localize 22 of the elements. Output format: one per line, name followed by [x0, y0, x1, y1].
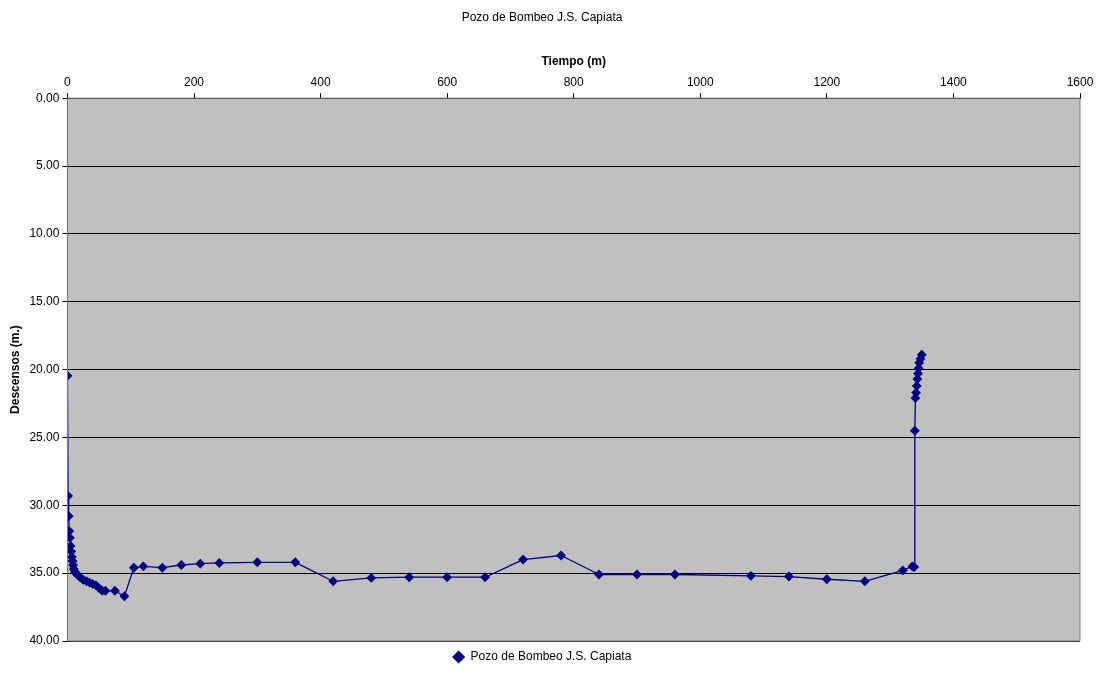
x-tick-label: 200: [183, 75, 205, 90]
y-tick-label: 35.00: [29, 565, 60, 580]
x-tick-label: 1000: [686, 75, 714, 90]
x-tick-label: 0: [64, 75, 72, 90]
x-axis-title: Tiempo (m): [541, 53, 606, 68]
y-tick-label: 15.00: [29, 294, 60, 309]
x-tick-label: 1600: [1066, 75, 1094, 90]
y-tick-label: 20.00: [29, 361, 60, 376]
legend-label: Pozo de Bombeo J.S. Capiata: [470, 649, 632, 664]
y-tick-label: 5.00: [36, 158, 60, 173]
x-tick-label: 800: [563, 75, 585, 90]
y-tick-label: 10.00: [29, 226, 60, 241]
y-axis-title: Descensos (m.): [7, 325, 22, 414]
y-tick-label: 25.00: [29, 429, 60, 444]
y-tick-label: 30.00: [29, 497, 60, 512]
x-tick-label: 1200: [813, 75, 841, 90]
x-tick-label: 600: [437, 75, 458, 90]
x-tick-label: 1400: [940, 75, 968, 90]
y-tick-label: 40.00: [29, 633, 60, 648]
y-tick-label: 0.00: [36, 90, 60, 105]
x-tick-label: 400: [310, 75, 331, 90]
chart-title: Pozo de Bombeo J.S. Capiata: [461, 9, 623, 24]
